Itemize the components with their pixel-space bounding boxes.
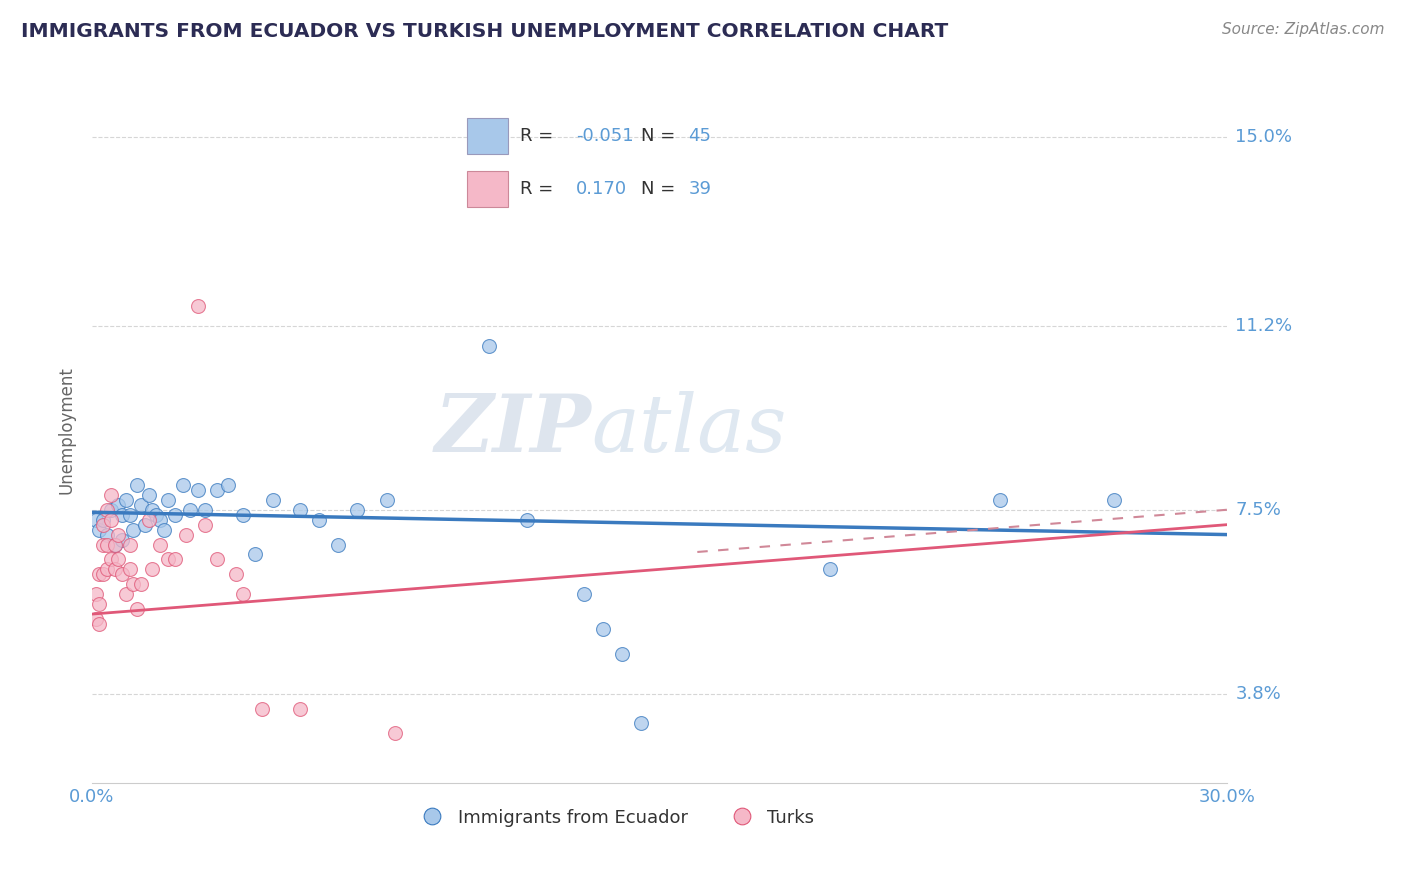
Text: IMMIGRANTS FROM ECUADOR VS TURKISH UNEMPLOYMENT CORRELATION CHART: IMMIGRANTS FROM ECUADOR VS TURKISH UNEMP…: [21, 22, 948, 41]
Point: [103, 537, 125, 551]
Point: [129, 577, 152, 591]
Point: [100, 502, 122, 516]
Point: [100, 552, 122, 566]
Point: [988, 492, 1011, 507]
Point: [288, 502, 311, 516]
Point: [217, 478, 239, 492]
Point: [100, 488, 122, 502]
Point: [187, 299, 209, 313]
Text: 15.0%: 15.0%: [1236, 128, 1292, 146]
Point: [89, 523, 111, 537]
Point: [141, 502, 163, 516]
Point: [187, 483, 209, 497]
Point: [89, 617, 111, 632]
Point: [194, 517, 217, 532]
Point: [232, 587, 254, 601]
Point: [96, 502, 118, 516]
Point: [134, 517, 156, 532]
Point: [149, 537, 172, 551]
Point: [84, 513, 107, 527]
Point: [107, 498, 129, 512]
Point: [232, 508, 254, 522]
Point: [516, 513, 538, 527]
Point: [122, 523, 145, 537]
Text: 11.2%: 11.2%: [1236, 317, 1292, 334]
Point: [165, 552, 187, 566]
Point: [243, 548, 266, 562]
Point: [89, 597, 111, 611]
Point: [205, 552, 228, 566]
Point: [572, 587, 595, 601]
Text: Source: ZipAtlas.com: Source: ZipAtlas.com: [1222, 22, 1385, 37]
Point: [346, 502, 368, 516]
Point: [111, 533, 134, 547]
Point: [326, 537, 349, 551]
Legend: Immigrants from Ecuador, Turks: Immigrants from Ecuador, Turks: [406, 802, 821, 834]
Point: [194, 502, 217, 516]
Point: [96, 562, 118, 576]
Point: [610, 647, 633, 661]
Point: [592, 622, 614, 636]
Point: [630, 716, 652, 731]
Point: [115, 492, 138, 507]
Point: [375, 492, 398, 507]
Point: [308, 513, 330, 527]
Point: [384, 726, 406, 740]
Point: [84, 587, 107, 601]
Point: [127, 602, 149, 616]
Point: [818, 562, 841, 576]
Point: [103, 537, 125, 551]
Point: [263, 492, 285, 507]
Point: [111, 567, 134, 582]
Point: [138, 488, 160, 502]
Point: [138, 513, 160, 527]
Point: [478, 339, 501, 353]
Y-axis label: Unemployment: Unemployment: [58, 367, 75, 494]
Point: [91, 567, 114, 582]
Point: [115, 587, 138, 601]
Point: [122, 577, 145, 591]
Point: [250, 701, 273, 715]
Point: [96, 537, 118, 551]
Point: [118, 537, 141, 551]
Point: [152, 523, 174, 537]
Text: ZIP: ZIP: [434, 392, 592, 469]
Text: atlas: atlas: [592, 392, 787, 469]
Point: [100, 513, 122, 527]
Point: [103, 562, 125, 576]
Point: [118, 508, 141, 522]
Point: [91, 537, 114, 551]
Text: 7.5%: 7.5%: [1236, 500, 1281, 519]
Point: [107, 552, 129, 566]
Text: 3.8%: 3.8%: [1236, 684, 1281, 703]
Point: [156, 552, 179, 566]
Point: [91, 513, 114, 527]
Point: [176, 527, 198, 541]
Point: [205, 483, 228, 497]
Point: [141, 562, 163, 576]
Point: [84, 612, 107, 626]
Point: [89, 567, 111, 582]
Point: [165, 508, 187, 522]
Point: [96, 527, 118, 541]
Point: [1102, 492, 1125, 507]
Point: [118, 562, 141, 576]
Point: [107, 527, 129, 541]
Point: [288, 701, 311, 715]
Point: [149, 513, 172, 527]
Point: [145, 508, 167, 522]
Point: [225, 567, 247, 582]
Point: [127, 478, 149, 492]
Point: [156, 492, 179, 507]
Point: [129, 498, 152, 512]
Point: [111, 508, 134, 522]
Point: [172, 478, 194, 492]
Point: [179, 502, 201, 516]
Point: [91, 517, 114, 532]
